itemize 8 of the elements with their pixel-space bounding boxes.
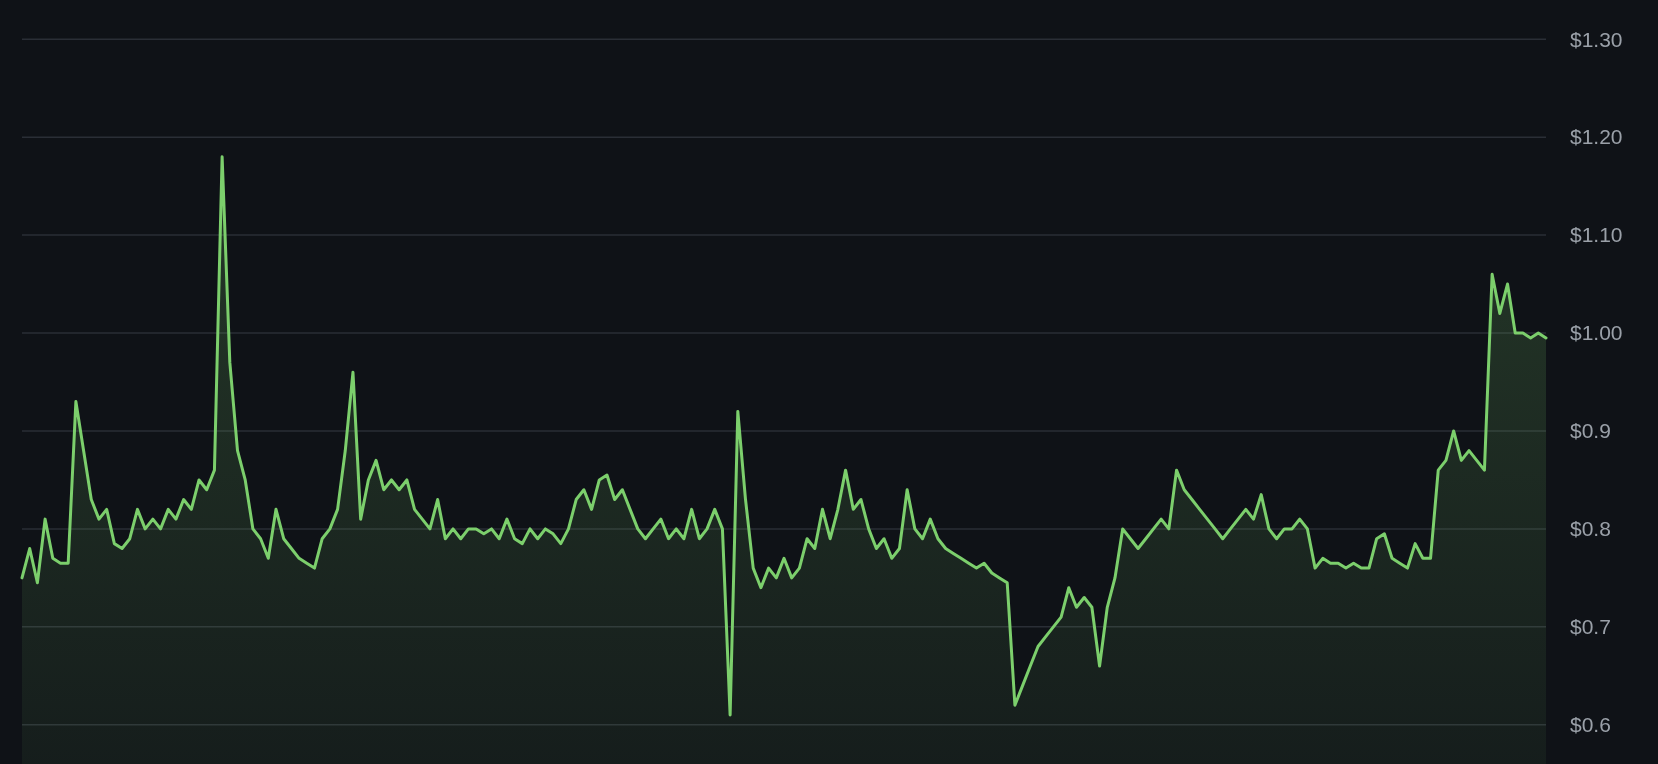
y-tick-label: $1.20: [1570, 125, 1623, 149]
y-tick-label: $1.00: [1570, 321, 1623, 345]
y-tick-label: $0.8: [1570, 517, 1611, 541]
y-tick-label: $0.9: [1570, 419, 1611, 443]
y-tick-label: $1.10: [1570, 223, 1623, 247]
y-tick-label: $0.6: [1570, 713, 1611, 737]
y-tick-label: $1.30: [1570, 27, 1623, 51]
y-tick-label: $0.7: [1570, 615, 1611, 639]
